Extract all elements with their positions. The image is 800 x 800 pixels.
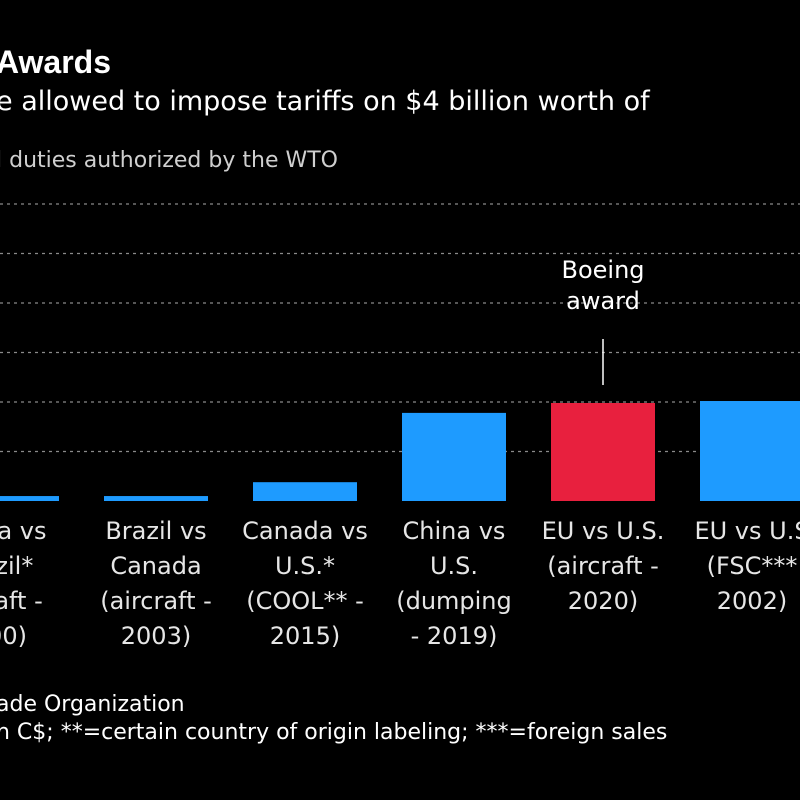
tick-label: EU vs U.S. [542,517,665,545]
bar [104,496,208,501]
footnote: n C$; **=certain country of origin label… [0,720,668,745]
tick-label: China vs [403,517,506,545]
tick-label: Brazil vs [105,517,206,545]
tick-label: ada vs [0,517,46,545]
tick-label: Canada [110,552,201,580]
y-axis-label: l duties authorized by the WTO [0,148,338,173]
tick-label: 2002) [717,587,787,615]
tick-label: (aircraft - [547,552,659,580]
chart-subtitle: e allowed to impose tariffs on $4 billio… [0,86,650,117]
bar [700,401,800,501]
bar [253,482,357,501]
tick-label: 2003) [121,622,191,650]
tick-label: EU vs U.S [694,517,800,545]
tick-label: (aircraft - [100,587,212,615]
tick-label: - 2019) [411,622,498,650]
tick-label: 2015) [270,622,340,650]
tick-label: craft - [0,587,43,615]
bar [551,402,655,501]
tick-label: (dumping [396,587,512,615]
tick-label: azil* [0,552,33,580]
tick-label: (COOL** - [246,587,364,615]
source-note: ade Organization [0,692,185,717]
tick-label: 00) [0,622,27,650]
tick-label: 2020) [568,587,638,615]
tick-label: (FSC*** [707,552,798,580]
tick-label: Canada vs [242,517,368,545]
annotation-text: award [566,287,640,315]
chart-title: Awards [0,44,112,80]
bar [402,412,506,501]
bar [0,496,59,501]
tick-label: U.S. [430,552,478,580]
annotation-text: Boeing [561,256,644,284]
tick-label: U.S.* [275,552,335,580]
